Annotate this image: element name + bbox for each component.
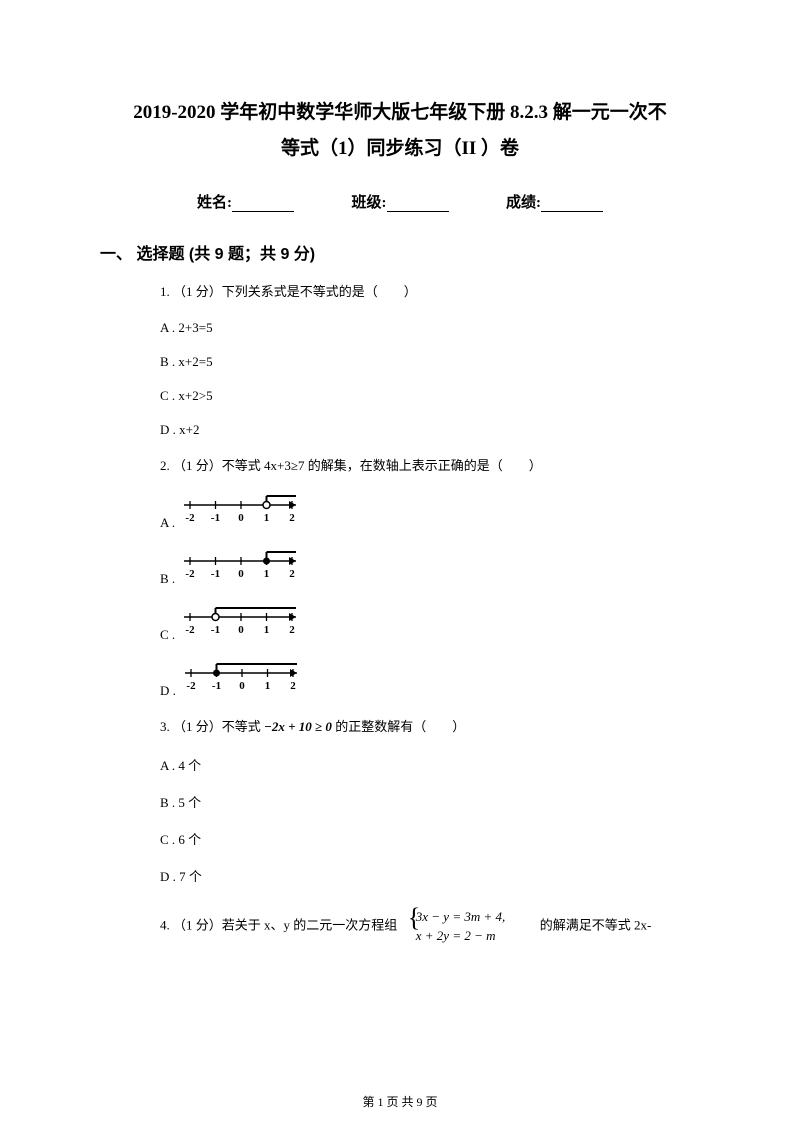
svg-text:-2: -2 (186, 512, 196, 524)
q3-formula: −2x + 10 ≥ 0 (264, 719, 332, 734)
q1-option-c: C . x+2>5 (160, 388, 700, 404)
class-blank (387, 197, 449, 212)
svg-text:-2: -2 (186, 568, 196, 580)
svg-text:1: 1 (265, 680, 271, 692)
svg-text:0: 0 (239, 680, 245, 692)
q1-text: 1. （1 分）下列关系式是不等式的是（ ） (160, 282, 700, 302)
q2-option-c: C . -2-1012 (160, 605, 700, 643)
q3-text: 3. （1 分）不等式 −2x + 10 ≥ 0 的正整数解有（ ） (160, 717, 700, 737)
svg-text:1: 1 (264, 512, 270, 524)
title-line-2: 等式（1）同步练习（II ）卷 (100, 131, 700, 167)
svg-text:-1: -1 (211, 624, 220, 636)
q4-text: 4. （1 分）若关于 x、y 的二元一次方程组 { 3x − y = 3m +… (160, 907, 700, 946)
title-line-1: 2019-2020 学年初中数学华师大版七年级下册 8.2.3 解一元一次不 (100, 95, 700, 131)
svg-text:-2: -2 (187, 680, 197, 692)
q2-option-d: D . -2-1012 (160, 661, 700, 699)
q1-option-b: B . x+2=5 (160, 354, 700, 370)
q3-option-a: A . 4 个 (160, 755, 700, 774)
svg-text:-2: -2 (186, 624, 196, 636)
svg-text:-1: -1 (211, 568, 220, 580)
score-blank (541, 197, 603, 212)
name-label: 姓名: (197, 195, 232, 211)
svg-text:-1: -1 (212, 680, 221, 692)
page-footer: 第 1 页 共 9 页 (0, 1093, 800, 1110)
numberline-b: -2 -1 0 1 2 (178, 549, 308, 587)
svg-text:0: 0 (239, 568, 245, 580)
q2-text: 2. （1 分）不等式 4x+3≥7 的解集，在数轴上表示正确的是（ ） (160, 456, 700, 476)
q3-option-d: D . 7 个 (160, 866, 700, 885)
class-label: 班级: (352, 195, 387, 211)
numberline-d: -2 -1 0 1 2 (179, 661, 309, 699)
q3-option-b: B . 5 个 (160, 792, 700, 811)
svg-text:2: 2 (290, 680, 296, 692)
numberline-a: -2 -1 0 1 2 (178, 493, 308, 531)
svg-text:2: 2 (290, 568, 296, 580)
q1-option-d: D . x+2 (160, 422, 700, 438)
svg-text:2: 2 (290, 624, 296, 636)
q4-sys-eq2: x + 2y = 2 − m (416, 928, 496, 943)
q3-option-c: C . 6 个 (160, 829, 700, 848)
name-blank (232, 197, 294, 212)
svg-text:0: 0 (239, 512, 245, 524)
svg-text:1: 1 (264, 568, 270, 580)
svg-text:-1: -1 (211, 512, 220, 524)
section-1-header: 一、 选择题 (共 9 题；共 9 分) (100, 240, 700, 264)
q4-system: { 3x − y = 3m + 4, x + 2y = 2 − m (416, 907, 506, 946)
q2-option-a: A . -2-1012 (160, 493, 700, 531)
q4-sys-eq1: 3x − y = 3m + 4, (416, 909, 506, 924)
q1-option-a: A . 2+3=5 (160, 320, 700, 336)
svg-text:1: 1 (264, 624, 270, 636)
info-row: 姓名: 班级: 成绩: (100, 191, 700, 212)
svg-text:2: 2 (290, 512, 296, 524)
svg-text:0: 0 (239, 624, 245, 636)
numberline-c: -2 -1 0 1 2 (178, 605, 308, 643)
q2-option-b: B . -2-1012 (160, 549, 700, 587)
score-label: 成绩: (506, 195, 541, 211)
